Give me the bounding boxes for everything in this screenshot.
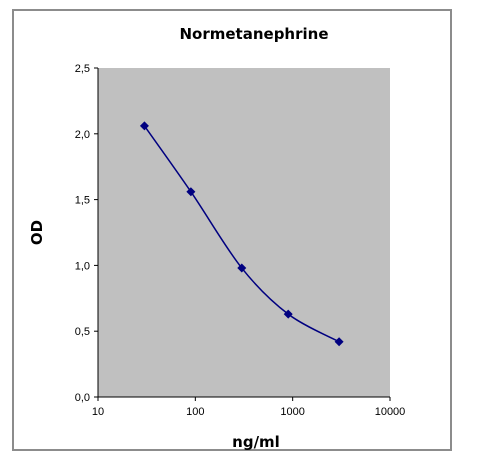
data-point bbox=[283, 309, 293, 319]
data-point bbox=[186, 187, 196, 197]
y-tick-label: 0,5 bbox=[75, 326, 90, 338]
plot-area bbox=[98, 68, 390, 397]
y-tick-label: 2,5 bbox=[75, 63, 90, 75]
y-tick-label: 1,0 bbox=[75, 260, 90, 272]
data-point bbox=[237, 263, 247, 273]
y-axis-title: OD bbox=[28, 220, 46, 245]
x-tick-label: 1000 bbox=[280, 406, 304, 418]
chart-title: Normetanephrine bbox=[179, 25, 328, 43]
x-tick-label: 100 bbox=[186, 406, 204, 418]
chart-svg: Normetanephrine 0,0 0,5 1,0 1,5 2,0 2,5 10 100… bbox=[28, 25, 406, 451]
data-point bbox=[334, 337, 344, 347]
y-axis: 0,0 0,5 1,0 1,5 2,0 2,5 bbox=[75, 63, 99, 404]
data-point bbox=[139, 121, 149, 131]
x-tick-label: 10 bbox=[92, 406, 104, 418]
series-markers bbox=[139, 121, 344, 347]
y-tick-label: 2,0 bbox=[75, 129, 90, 141]
chart-frame: Normetanephrine 0,0 0,5 1,0 1,5 2,0 2,5 10 100… bbox=[12, 9, 452, 451]
x-axis: 10 100 1000 10000 bbox=[92, 396, 406, 418]
x-axis-title: ng/ml bbox=[232, 433, 280, 451]
x-tick-label: 10000 bbox=[375, 406, 406, 418]
y-tick-label: 1,5 bbox=[75, 195, 90, 207]
y-tick-label: 0,0 bbox=[75, 392, 90, 404]
